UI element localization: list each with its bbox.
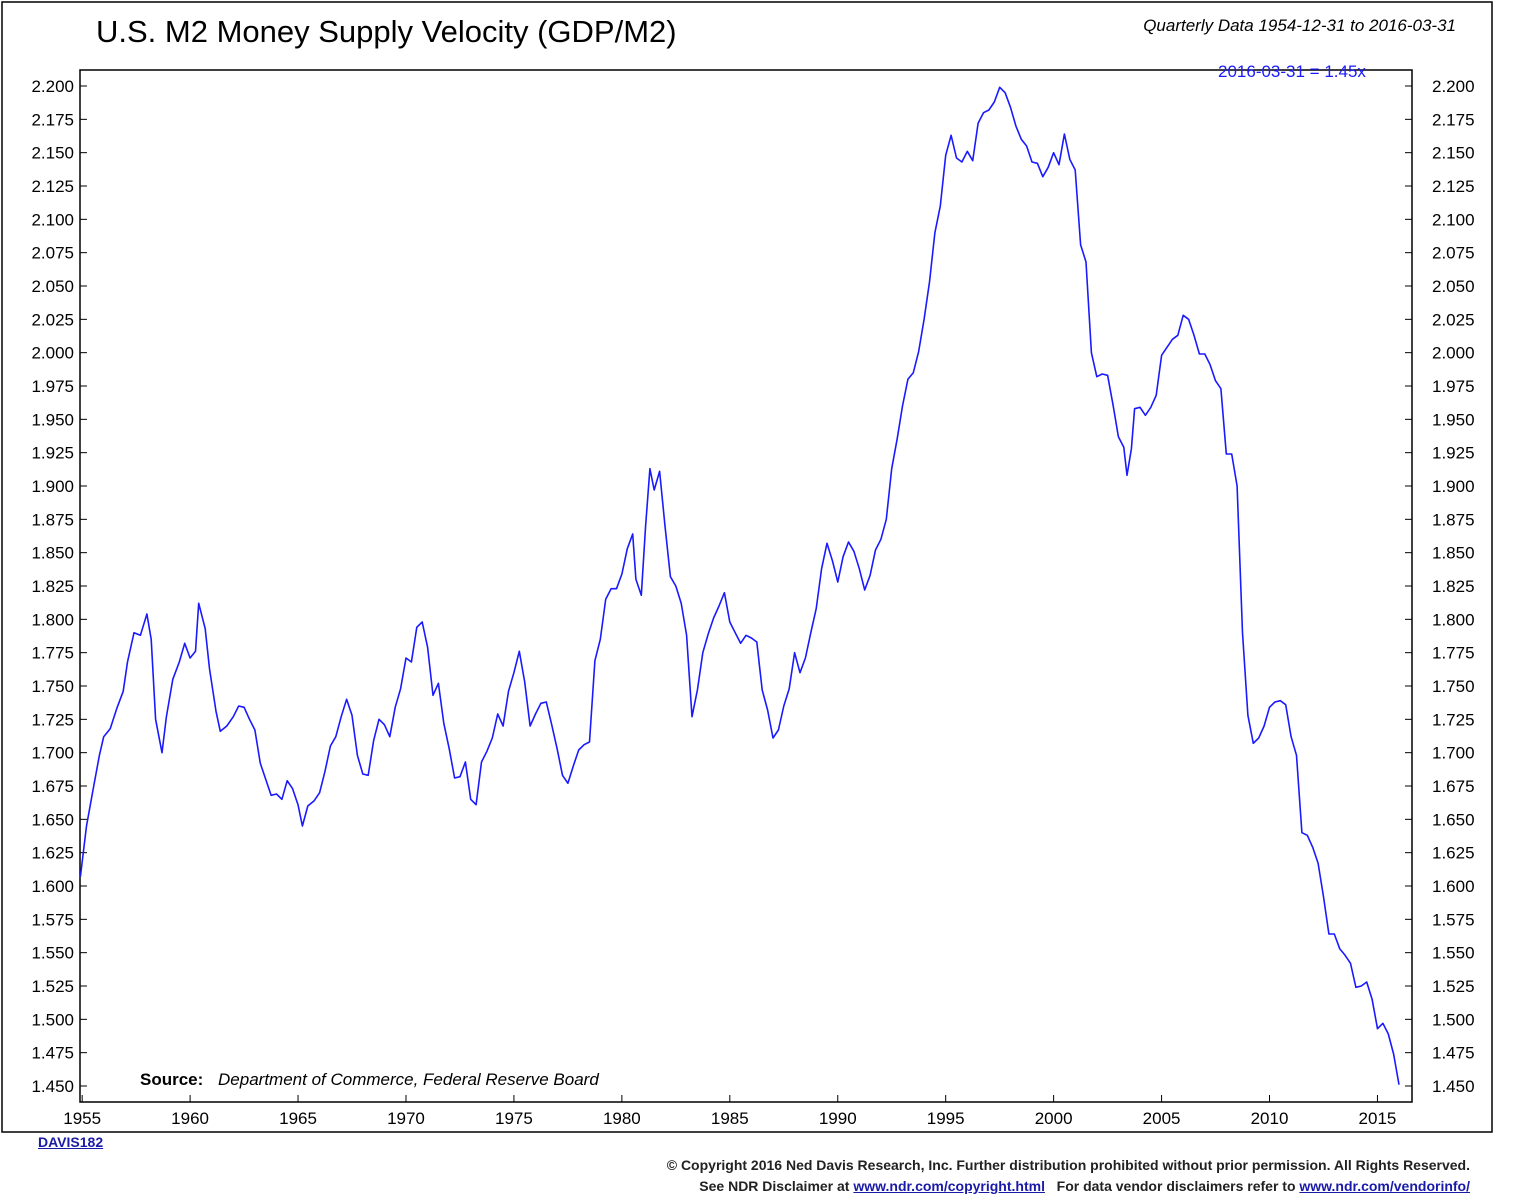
outer-border bbox=[1, 1, 1493, 1133]
y-tick-label-left: 1.625 bbox=[31, 844, 74, 863]
y-tick-label-right: 2.175 bbox=[1432, 110, 1475, 129]
y-tick-label-left: 1.650 bbox=[31, 810, 74, 829]
y-tick-label-right: 1.450 bbox=[1432, 1077, 1475, 1096]
y-tick-label-right: 1.475 bbox=[1432, 1044, 1475, 1063]
y-tick-label-right: 2.025 bbox=[1432, 310, 1475, 329]
y-tick-label-left: 1.800 bbox=[31, 610, 74, 629]
y-tick-label-left: 1.775 bbox=[31, 644, 74, 663]
disclaimer-middle: For data vendor disclaimers refer to bbox=[1056, 1178, 1296, 1194]
y-tick-label-left: 2.050 bbox=[31, 277, 74, 296]
y-tick-label-right: 1.600 bbox=[1432, 877, 1475, 896]
source-text: Department of Commerce, Federal Reserve … bbox=[218, 1070, 599, 1089]
y-tick-label-right: 1.875 bbox=[1432, 510, 1475, 529]
copyright-line: © Copyright 2016 Ned Davis Research, Inc… bbox=[666, 1157, 1470, 1173]
chart-title: U.S. M2 Money Supply Velocity (GDP/M2) bbox=[96, 14, 677, 49]
chart-subtitle: Quarterly Data 1954-12-31 to 2016-03-31 bbox=[1143, 16, 1456, 35]
y-tick-label-left: 1.825 bbox=[31, 577, 74, 596]
x-tick-label: 1985 bbox=[711, 1109, 749, 1128]
x-tick-label: 1990 bbox=[819, 1109, 857, 1128]
y-axis-left: 1.450 1.475 1.500 1.525 1.550 1.575 1.600 1.625… bbox=[31, 77, 87, 1096]
x-tick-label: 2015 bbox=[1359, 1109, 1397, 1128]
y-tick-label-right: 1.525 bbox=[1432, 977, 1475, 996]
y-tick-label-right: 1.650 bbox=[1432, 810, 1475, 829]
y-tick-label-right: 1.775 bbox=[1432, 644, 1475, 663]
y-tick-label-left: 2.075 bbox=[31, 244, 74, 263]
y-tick-label-right: 1.675 bbox=[1432, 777, 1475, 796]
y-tick-label-left: 1.550 bbox=[31, 944, 74, 963]
x-tick-label: 1995 bbox=[927, 1109, 965, 1128]
y-tick-label-left: 1.925 bbox=[31, 444, 74, 463]
x-axis: 1955 1960 1965 1970 1975 1980 1985 1990 1995 2000… bbox=[63, 1095, 1396, 1128]
y-tick-label-left: 1.500 bbox=[31, 1010, 74, 1029]
y-tick-label-right: 2.075 bbox=[1432, 244, 1475, 263]
y-tick-label-left: 1.450 bbox=[31, 1077, 74, 1096]
y-tick-label-right: 1.850 bbox=[1432, 544, 1475, 563]
y-tick-label-right: 1.975 bbox=[1432, 377, 1475, 396]
y-tick-label-right: 1.900 bbox=[1432, 477, 1475, 496]
y-tick-label-left: 2.100 bbox=[31, 210, 74, 229]
y-tick-label-left: 1.700 bbox=[31, 744, 74, 763]
y-tick-label-right: 2.050 bbox=[1432, 277, 1475, 296]
y-tick-label-left: 2.125 bbox=[31, 177, 74, 196]
y-tick-label-left: 1.850 bbox=[31, 544, 74, 563]
y-tick-label-right: 2.125 bbox=[1432, 177, 1475, 196]
x-tick-label: 1980 bbox=[603, 1109, 641, 1128]
y-tick-label-right: 1.700 bbox=[1432, 744, 1475, 763]
x-tick-label: 1975 bbox=[495, 1109, 533, 1128]
plot-border bbox=[79, 69, 1413, 1103]
y-tick-label-left: 1.575 bbox=[31, 910, 74, 929]
y-tick-label-left: 1.525 bbox=[31, 977, 74, 996]
source-label: Source: bbox=[140, 1070, 204, 1089]
disclaimer-prefix: See NDR Disclaimer at bbox=[699, 1178, 850, 1194]
y-tick-label-right: 1.550 bbox=[1432, 944, 1475, 963]
y-tick-label-left: 1.750 bbox=[31, 677, 74, 696]
y-tick-label-right: 1.725 bbox=[1432, 710, 1475, 729]
x-tick-label: 1955 bbox=[63, 1109, 101, 1128]
y-tick-label-left: 2.200 bbox=[31, 77, 74, 96]
y-tick-label-left: 1.600 bbox=[31, 877, 74, 896]
x-tick-label: 1960 bbox=[171, 1109, 209, 1128]
y-tick-label-left: 1.900 bbox=[31, 477, 74, 496]
y-axis-right: 1.450 1.475 1.500 1.525 1.550 1.575 1.600 1.625… bbox=[1405, 77, 1475, 1096]
y-tick-label-right: 1.950 bbox=[1432, 410, 1475, 429]
y-tick-label-right: 1.500 bbox=[1432, 1010, 1475, 1029]
y-tick-label-left: 2.150 bbox=[31, 144, 74, 163]
y-tick-label-right: 1.800 bbox=[1432, 610, 1475, 629]
y-tick-label-right: 2.100 bbox=[1432, 210, 1475, 229]
x-tick-label: 2000 bbox=[1035, 1109, 1073, 1128]
x-tick-label: 1965 bbox=[279, 1109, 317, 1128]
y-tick-label-left: 2.000 bbox=[31, 344, 74, 363]
y-tick-label-right: 1.625 bbox=[1432, 844, 1475, 863]
y-tick-label-right: 2.000 bbox=[1432, 344, 1475, 363]
y-tick-label-right: 1.750 bbox=[1432, 677, 1475, 696]
y-tick-label-right: 1.575 bbox=[1432, 910, 1475, 929]
y-tick-label-left: 1.950 bbox=[31, 410, 74, 429]
y-tick-label-left: 1.475 bbox=[31, 1044, 74, 1063]
chart-code-link[interactable]: DAVIS182 bbox=[38, 1134, 104, 1150]
y-tick-label-left: 1.875 bbox=[31, 510, 74, 529]
source-note: Source: Department of Commerce, Federal … bbox=[140, 1070, 599, 1090]
y-tick-label-right: 2.200 bbox=[1432, 77, 1475, 96]
y-tick-label-right: 1.825 bbox=[1432, 577, 1475, 596]
vendorinfo-link[interactable]: www.ndr.com/vendorinfo/ bbox=[1299, 1178, 1470, 1194]
velocity-series-line bbox=[79, 86, 1400, 1085]
y-tick-label-left: 1.675 bbox=[31, 777, 74, 796]
y-tick-label-right: 2.150 bbox=[1432, 144, 1475, 163]
x-tick-label: 2005 bbox=[1143, 1109, 1181, 1128]
y-tick-label-left: 2.025 bbox=[31, 310, 74, 329]
y-tick-label-left: 2.175 bbox=[31, 110, 74, 129]
latest-value-label: 2016-03-31 = 1.45x bbox=[1218, 62, 1366, 81]
x-tick-label: 2010 bbox=[1251, 1109, 1289, 1128]
y-tick-label-left: 1.725 bbox=[31, 710, 74, 729]
copyright-link[interactable]: www.ndr.com/copyright.html bbox=[853, 1178, 1045, 1194]
y-tick-label-right: 1.925 bbox=[1432, 444, 1475, 463]
disclaimer-line: See NDR Disclaimer at www.ndr.com/copyri… bbox=[699, 1178, 1470, 1194]
x-tick-label: 1970 bbox=[387, 1109, 425, 1128]
y-tick-label-left: 1.975 bbox=[31, 377, 74, 396]
